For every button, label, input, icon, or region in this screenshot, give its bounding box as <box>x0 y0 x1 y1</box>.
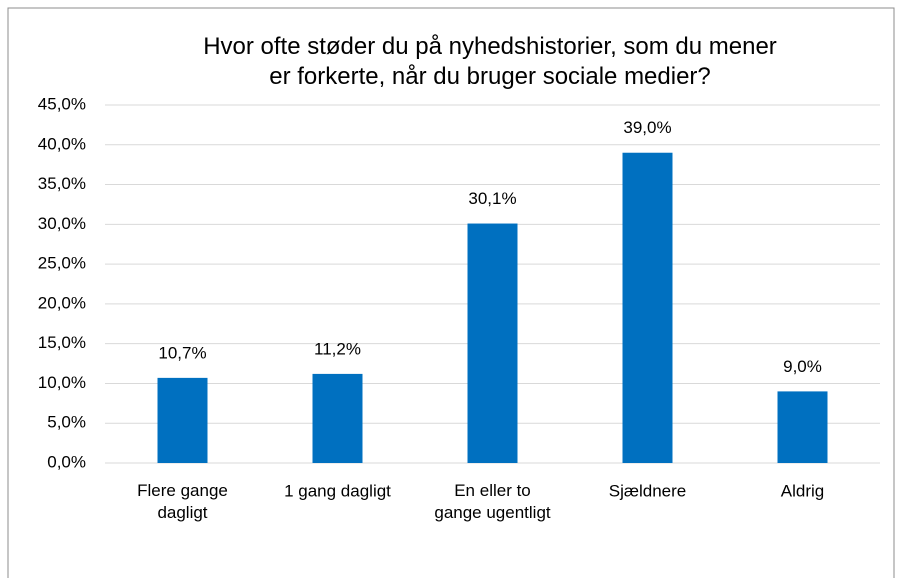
data-label: 9,0% <box>783 357 822 376</box>
bar <box>622 152 673 463</box>
x-tick-label: Sjældnere <box>609 481 687 500</box>
x-tick-label: En eller to gange ugentligt <box>434 481 551 522</box>
y-tick-label: 25,0% <box>38 254 86 273</box>
data-label: 11,2% <box>314 339 361 358</box>
y-tick-label: 45,0% <box>38 94 86 113</box>
y-tick-label: 30,0% <box>38 214 86 233</box>
chart-title: Hvor ofte støder du på nyhedshistorier, … <box>203 33 777 90</box>
y-tick-label: 35,0% <box>38 174 86 193</box>
y-tick-label: 10,0% <box>38 373 86 392</box>
y-tick-label: 20,0% <box>38 293 86 312</box>
data-label: 39,0% <box>623 118 671 137</box>
bar <box>777 391 828 463</box>
bar <box>157 377 208 463</box>
bar <box>467 223 518 463</box>
bar <box>312 373 363 463</box>
chart-border <box>7 7 895 578</box>
y-tick-label: 0,0% <box>47 452 86 471</box>
data-label: 30,1% <box>468 189 516 208</box>
x-tick-label: 1 gang dagligt <box>284 481 391 500</box>
y-tick-label: 15,0% <box>38 333 86 352</box>
x-tick-label: Flere gange dagligt <box>137 481 228 522</box>
data-label: 10,7% <box>158 343 206 362</box>
y-tick-label: 40,0% <box>38 134 86 153</box>
x-tick-label: Aldrig <box>781 481 824 500</box>
y-tick-label: 5,0% <box>47 413 86 432</box>
